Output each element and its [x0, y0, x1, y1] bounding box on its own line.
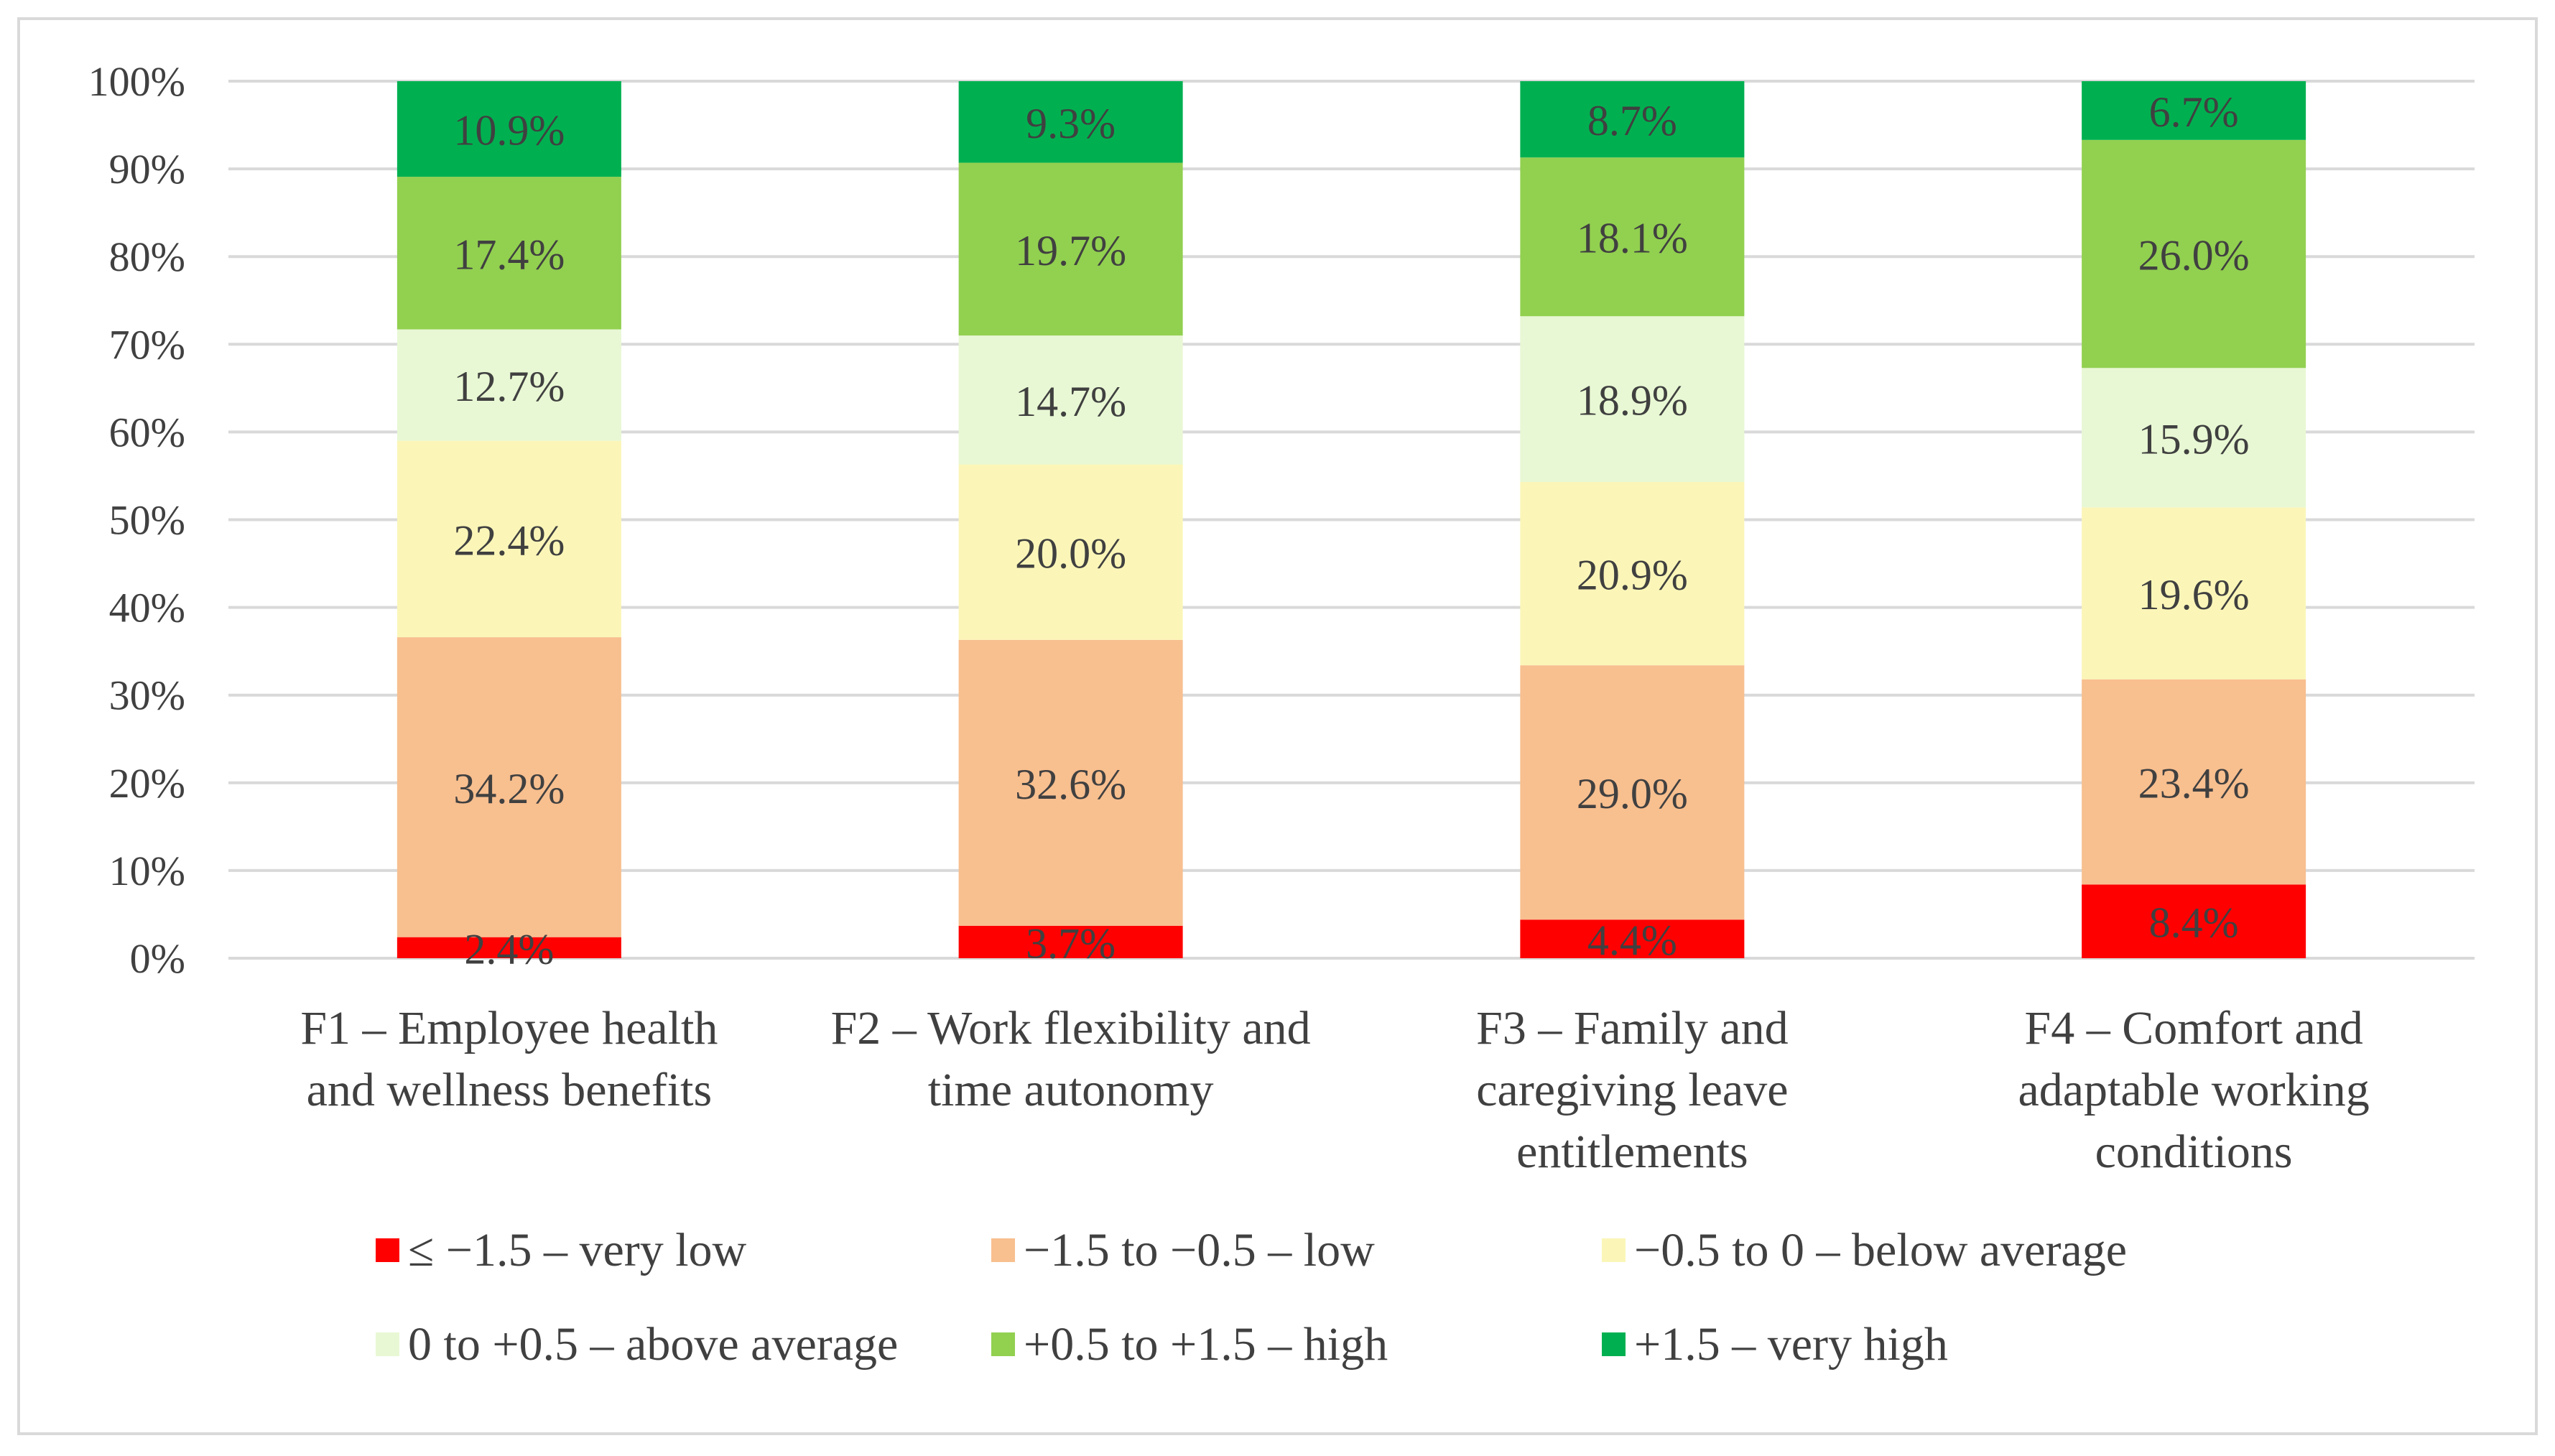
legend-swatch [991, 1238, 1015, 1262]
data-label: 8.4% [2149, 899, 2239, 947]
legend-label: 0 to +0.5 – above average [408, 1318, 898, 1371]
data-label: 6.7% [2149, 88, 2239, 136]
bar-segment [397, 937, 621, 958]
data-label: 8.7% [1587, 97, 1677, 144]
y-axis-tick-labels: 0% 10% 20% 30% 40% 50% 60% 70% 80% 90% 100% [88, 58, 185, 982]
category-label: time autonomy [928, 1064, 1214, 1116]
legend-swatch [1602, 1332, 1626, 1356]
y-tick-label: 0% [130, 935, 185, 982]
y-tick-label: 40% [109, 585, 185, 631]
data-label: 19.7% [1015, 227, 1126, 274]
legend-label: −0.5 to 0 – below average [1634, 1224, 2127, 1276]
data-labels: 2.4% 34.2% 22.4% 12.7% 17.4% 10.9% 3.7% 32.6% 20… [453, 88, 2249, 973]
category-label: F3 – Family and [1476, 1002, 1789, 1054]
y-tick-label: 100% [88, 58, 185, 105]
bar-segment [2082, 81, 2306, 140]
bar-segment [1520, 157, 1745, 317]
bar-segment [1520, 81, 1745, 158]
y-tick-label: 60% [109, 409, 185, 455]
legend-swatch [991, 1332, 1015, 1356]
legend-label: +0.5 to +1.5 – high [1024, 1318, 1388, 1371]
bar-segment [958, 162, 1183, 336]
data-label: 12.7% [453, 363, 565, 410]
data-label: 34.2% [453, 765, 565, 812]
category-label: F1 – Employee health [300, 1002, 718, 1054]
legend: ≤ −1.5 – very low −1.5 to −0.5 – low −0.5 … [376, 1224, 2127, 1371]
category-label: adaptable working [2018, 1064, 2369, 1116]
bar-segment [1520, 919, 1745, 958]
legend-swatch [1602, 1238, 1626, 1262]
bar-segment [2082, 679, 2306, 885]
bar-segment [958, 335, 1183, 465]
bar-segment [958, 639, 1183, 926]
bar-segment [397, 440, 621, 638]
category-label: F4 – Comfort and [2025, 1002, 2363, 1054]
category-label: entitlements [1516, 1126, 1748, 1178]
data-label: 18.1% [1577, 215, 1688, 262]
data-label: 22.4% [453, 516, 565, 564]
data-label: 23.4% [2138, 760, 2250, 807]
data-label: 29.0% [1577, 770, 1688, 817]
legend-label: ≤ −1.5 – very low [408, 1224, 747, 1276]
data-label: 20.9% [1577, 552, 1688, 599]
bar-segment [1520, 316, 1745, 482]
data-label: 3.7% [1026, 919, 1116, 967]
data-label: 18.9% [1577, 377, 1688, 425]
bar-segment [2082, 368, 2306, 508]
bar-segment [958, 464, 1183, 640]
data-label: 32.6% [1015, 761, 1126, 808]
y-tick-label: 50% [109, 497, 185, 544]
data-label: 20.0% [1015, 530, 1126, 578]
data-label: 17.4% [453, 231, 565, 278]
x-axis-category-labels: F1 – Employee health and wellness benefit… [300, 1002, 2369, 1178]
bar-segment [958, 925, 1183, 958]
data-label: 2.4% [464, 925, 554, 973]
bar-segment [397, 329, 621, 441]
y-tick-label: 10% [109, 848, 185, 894]
y-tick-label: 20% [109, 760, 185, 807]
bar-segment [958, 81, 1183, 163]
legend-label: +1.5 – very high [1634, 1318, 1948, 1371]
data-label: 19.6% [2138, 571, 2250, 618]
y-tick-label: 80% [109, 233, 185, 280]
y-tick-label: 70% [109, 321, 185, 368]
data-label: 14.7% [1015, 378, 1126, 425]
bar-segment [2082, 507, 2306, 680]
data-label: 15.9% [2138, 415, 2250, 463]
legend-swatch [376, 1332, 399, 1356]
bars [397, 81, 2306, 958]
legend-label: −1.5 to −0.5 – low [1024, 1224, 1375, 1276]
bar-segment [2082, 884, 2306, 958]
data-label: 26.0% [2138, 232, 2250, 279]
category-label: caregiving leave [1476, 1064, 1788, 1116]
category-label: F2 – Work flexibility and [831, 1002, 1311, 1054]
data-label: 9.3% [1026, 100, 1116, 147]
y-tick-label: 30% [109, 672, 185, 719]
data-label: 4.4% [1587, 917, 1677, 964]
bar-segment [397, 81, 621, 177]
bar-segment [1520, 665, 1745, 920]
data-label: 10.9% [453, 107, 565, 154]
bar-segment [397, 177, 621, 330]
category-label: and wellness benefits [307, 1064, 713, 1116]
bar-segment [2082, 139, 2306, 368]
category-label: conditions [2095, 1126, 2293, 1178]
bar-segment [397, 637, 621, 937]
y-tick-label: 90% [109, 146, 185, 193]
legend-swatch [376, 1238, 399, 1262]
bar-segment [1520, 481, 1745, 666]
